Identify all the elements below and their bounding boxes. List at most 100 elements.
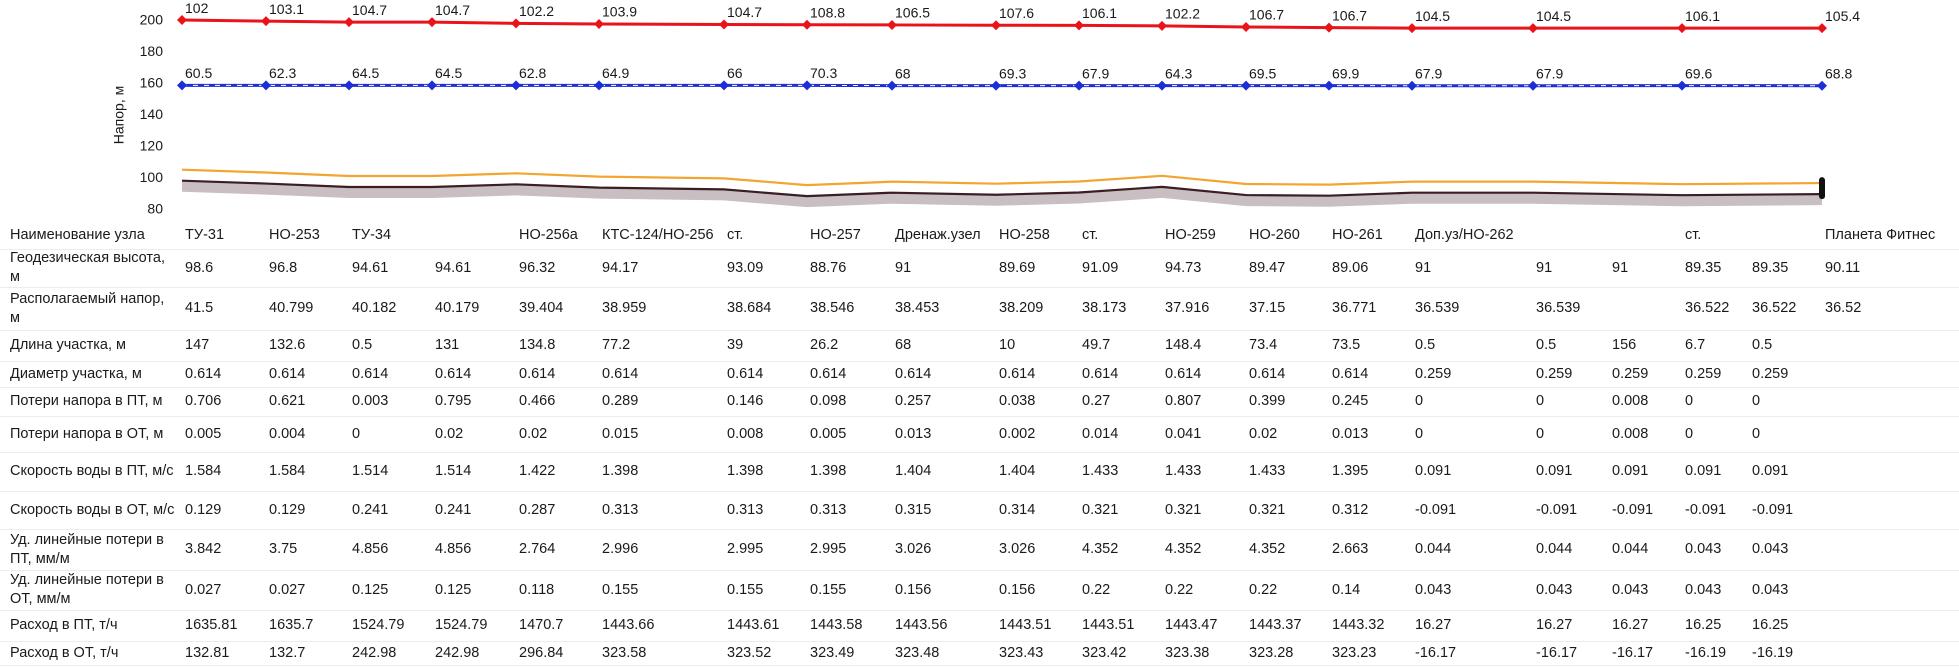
table-cell: 296.84 [519, 645, 564, 661]
table-cell: Планета Фитнес [1825, 226, 1936, 243]
table-row: Расход в ОТ, т/ч 132.81 132.7 242.98 242.98 2… [0, 642, 1959, 666]
table-cell: 1.433 [1082, 463, 1119, 480]
table-cell: 2.663 [1332, 541, 1369, 558]
point-label: 106.7 [1332, 7, 1367, 23]
table-cell: 0 [1536, 425, 1545, 442]
table-cell: 96.8 [269, 259, 298, 276]
table-cell: 16.27 [1612, 617, 1649, 634]
marker [261, 80, 271, 91]
table-cell: 0.313 [727, 502, 764, 518]
area [182, 180, 1822, 208]
table-cell: 1.514 [435, 463, 472, 480]
table-cell: 0.614 [519, 366, 556, 382]
marker [1157, 80, 1167, 91]
table-cell: 0.315 [895, 502, 932, 518]
table-cell: 1443.32 [1332, 617, 1385, 634]
marker [1677, 80, 1687, 91]
table-cell: -0.091 [1536, 502, 1578, 518]
table-cell: 39 [727, 337, 744, 354]
row-label: Скорость воды в ПТ, м/с [10, 463, 174, 480]
table-cell: 0.259 [1752, 366, 1789, 382]
point-label: 103.1 [269, 1, 304, 17]
table-cell: 0.259 [1536, 366, 1573, 382]
table-cell: 0 [1415, 425, 1424, 442]
table-cell: 96.32 [519, 259, 556, 276]
table-cell: 0.614 [727, 366, 764, 382]
table-cell: -0.091 [1752, 502, 1794, 518]
table-cell: 0.02 [435, 425, 464, 442]
row-label: Потери напора в ОТ, м [10, 425, 164, 442]
marker [719, 80, 729, 91]
table-cell: 1.584 [185, 463, 222, 480]
point-label: 64.5 [435, 65, 462, 81]
marker [177, 80, 187, 91]
table-cell: 0.5 [1536, 337, 1557, 354]
table-cell: НО-260 [1249, 226, 1300, 243]
point-label: 68.8 [1825, 65, 1852, 81]
table-cell: 0.129 [269, 502, 306, 518]
table-cell: 1443.56 [895, 617, 948, 634]
table-cell: 0.091 [1752, 463, 1789, 480]
table-cell: 132.6 [269, 337, 306, 354]
table-cell: 1524.79 [352, 617, 405, 634]
row-label: Располагаемый напор, м [10, 290, 165, 326]
table-cell: 40.179 [435, 300, 480, 317]
table-cell: 134.8 [519, 337, 556, 354]
table-cell: 1524.79 [435, 617, 488, 634]
table-cell: 37.916 [1165, 300, 1210, 317]
table-cell: 1.584 [269, 463, 306, 480]
marker [1528, 80, 1538, 91]
table-cell: 91 [1612, 259, 1629, 276]
point-label: 66 [727, 65, 743, 81]
table-cell: 90.11 [1825, 259, 1861, 276]
table-cell: 0.146 [727, 393, 764, 410]
table-cell: 0.14 [1332, 581, 1361, 598]
table-cell: 36.539 [1415, 300, 1460, 317]
series-line [181, 18, 1822, 30]
table-cell: 132.7 [269, 645, 306, 661]
table-cell: 26.2 [810, 337, 839, 354]
table-cell: 1635.7 [269, 617, 314, 634]
table-cell: НО-259 [1165, 226, 1216, 243]
table-cell: 89.47 [1249, 259, 1286, 276]
point-label: 102.2 [519, 3, 554, 19]
table-cell: 1.398 [810, 463, 847, 480]
table-row: Длина участка, м 147 132.6 0.5 131 134.8 77.2 3… [0, 331, 1959, 362]
table-cell: 36.539 [1536, 300, 1581, 317]
point-label: 69.5 [1249, 65, 1276, 81]
table-cell: 41.5 [185, 300, 214, 317]
table-row: Потери напора в ПТ, м 0.706 0.621 0.003 0.79… [0, 388, 1959, 417]
table-cell: 38.209 [999, 300, 1044, 317]
table-cell: 0.044 [1612, 541, 1649, 558]
table-cell: ст. [727, 226, 744, 243]
table-cell: 0.22 [1082, 581, 1111, 598]
table-cell: 156 [1612, 337, 1637, 354]
table-cell: 0.155 [727, 581, 764, 598]
y-tick-label: 140 [140, 106, 164, 122]
table-cell: -16.17 [1415, 645, 1457, 661]
table-cell: 1443.58 [810, 617, 863, 634]
point-label: 69.3 [999, 65, 1026, 81]
point-label: 108.8 [810, 4, 845, 20]
table-cell: 37.15 [1249, 300, 1286, 317]
table-cell: 0.22 [1249, 581, 1278, 598]
point-label: 103.9 [602, 4, 637, 20]
point-label: 107.6 [999, 5, 1034, 21]
table-cell: 94.61 [435, 259, 472, 276]
row-label: Потери напора в ПТ, м [10, 393, 163, 410]
table-cell: 323.49 [810, 645, 855, 661]
marker [1074, 80, 1084, 91]
table-cell: 1470.7 [519, 617, 564, 634]
table-cell: 6.7 [1685, 337, 1706, 354]
table-cell: 1443.61 [727, 617, 780, 634]
table-cell: 0.614 [185, 366, 222, 382]
y-tick-label: 80 [147, 201, 163, 217]
table-cell: -0.091 [1415, 502, 1457, 518]
table-cell: 0 [352, 425, 361, 442]
table-cell: 0.614 [1332, 366, 1369, 382]
table-cell: 39.404 [519, 300, 564, 317]
table-cell: 0.156 [999, 581, 1036, 598]
table-cell: НО-258 [999, 226, 1050, 243]
table-cell: 0.043 [1685, 541, 1722, 558]
